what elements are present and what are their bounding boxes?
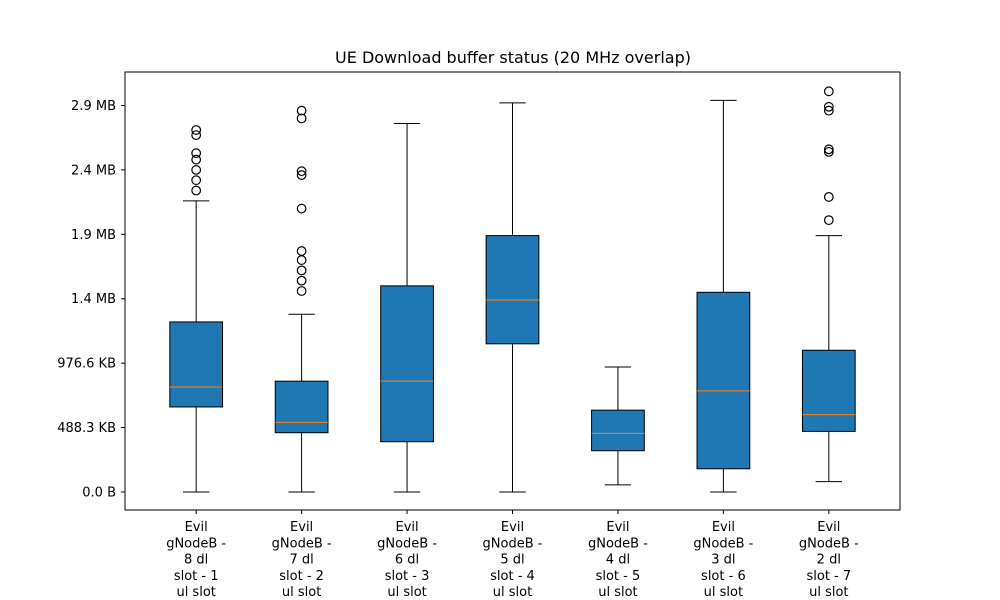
y-axis: 0.0 B 488.3 KB 976.6 KB 1.4 MB 1.9 MB 2.4 MB 2… — [57, 99, 125, 500]
y-tick-label: 1.9 MB — [71, 228, 116, 243]
x-tick-label: Evil — [290, 520, 313, 535]
box-series-7 — [801, 86, 856, 483]
outlier-point — [191, 175, 202, 186]
x-tick-label: slot - 3 — [385, 569, 430, 584]
x-tick-label: 2 dl — [817, 553, 841, 568]
y-tick-label: 2.4 MB — [71, 163, 116, 178]
x-tick-label: ul slot — [704, 585, 743, 600]
outlier-point — [823, 146, 834, 157]
outlier-point — [296, 255, 307, 265]
x-tick-label: gNodeB - — [588, 536, 648, 551]
outlier-point — [823, 144, 834, 155]
outlier-point — [823, 86, 834, 97]
box-series-3 — [380, 123, 434, 493]
x-tick-label: ul slot — [809, 585, 848, 600]
outlier-point — [191, 165, 202, 175]
x-tick-label: gNodeB - — [483, 536, 543, 551]
outlier-point — [823, 105, 834, 116]
iqr-box — [801, 349, 856, 432]
x-tick-label: Evil — [817, 520, 840, 535]
outlier-point — [296, 246, 307, 256]
box-series-1 — [169, 125, 224, 493]
chart-title: UE Download buffer status (20 MHz overla… — [335, 48, 691, 67]
x-tick-label: slot - 2 — [279, 569, 324, 584]
x-tick-label: 3 dl — [711, 553, 735, 568]
x-tick-label: Evil — [606, 520, 629, 535]
outlier-point — [296, 286, 307, 296]
iqr-box — [485, 235, 540, 345]
x-tick-label: ul slot — [176, 585, 215, 600]
x-tick-label: 5 dl — [500, 553, 524, 568]
x-tick-label: slot - 1 — [174, 569, 219, 584]
boxes-group — [169, 86, 856, 493]
outlier-point — [296, 265, 307, 276]
outlier-point — [296, 203, 307, 214]
x-tick-label: 7 dl — [289, 553, 313, 568]
outlier-point — [191, 148, 202, 159]
x-tick-label: slot - 5 — [596, 569, 641, 584]
outlier-point — [296, 166, 307, 177]
y-tick-label: 1.4 MB — [71, 292, 116, 307]
outlier-point — [823, 192, 834, 202]
y-tick-label: 2.9 MB — [71, 99, 116, 114]
outlier-point — [296, 105, 307, 116]
x-tick-label: ul slot — [282, 585, 321, 600]
x-tick-label: gNodeB - — [693, 536, 753, 551]
x-tick-label: 4 dl — [606, 553, 630, 568]
x-tick-label: Evil — [395, 520, 418, 535]
iqr-box — [169, 321, 224, 408]
x-tick-label: gNodeB - — [377, 536, 437, 551]
x-tick-label: ul slot — [493, 585, 532, 600]
y-tick-label: 976.6 KB — [57, 357, 116, 372]
outlier-point — [296, 275, 307, 286]
x-tick-label: Evil — [712, 520, 735, 535]
x-tick-label: Evil — [501, 520, 524, 535]
outlier-point — [191, 125, 202, 135]
x-tick-label: 6 dl — [395, 553, 419, 568]
box-series-4 — [485, 102, 540, 493]
x-tick-label: gNodeB - — [799, 536, 859, 551]
box-series-6 — [696, 99, 751, 493]
x-tick-label: Evil — [185, 520, 208, 535]
x-tick-label: gNodeB - — [166, 536, 226, 551]
x-tick-label: slot - 4 — [490, 569, 535, 584]
x-tick-label: gNodeB - — [272, 536, 332, 551]
iqr-box — [274, 380, 329, 434]
outlier-point — [296, 113, 307, 124]
x-tick-label: slot - 6 — [701, 569, 746, 584]
iqr-box — [591, 409, 645, 452]
outlier-point — [191, 154, 202, 165]
x-tick-label: 8 dl — [184, 553, 208, 568]
plot-frame — [124, 71, 901, 511]
y-tick-label: 488.3 KB — [57, 421, 116, 436]
box-series-2 — [274, 105, 329, 493]
outlier-point — [191, 185, 202, 196]
box-series-5 — [591, 366, 645, 486]
outlier-point — [823, 101, 834, 112]
outlier-point — [823, 215, 834, 226]
iqr-box — [380, 285, 434, 443]
x-tick-label: ul slot — [598, 585, 637, 600]
iqr-box — [696, 291, 751, 470]
outlier-point — [191, 130, 202, 141]
x-tick-label: slot - 7 — [806, 569, 851, 584]
y-tick-label: 0.0 B — [82, 485, 116, 500]
outlier-point — [296, 170, 307, 180]
x-tick-label: ul slot — [387, 585, 426, 600]
